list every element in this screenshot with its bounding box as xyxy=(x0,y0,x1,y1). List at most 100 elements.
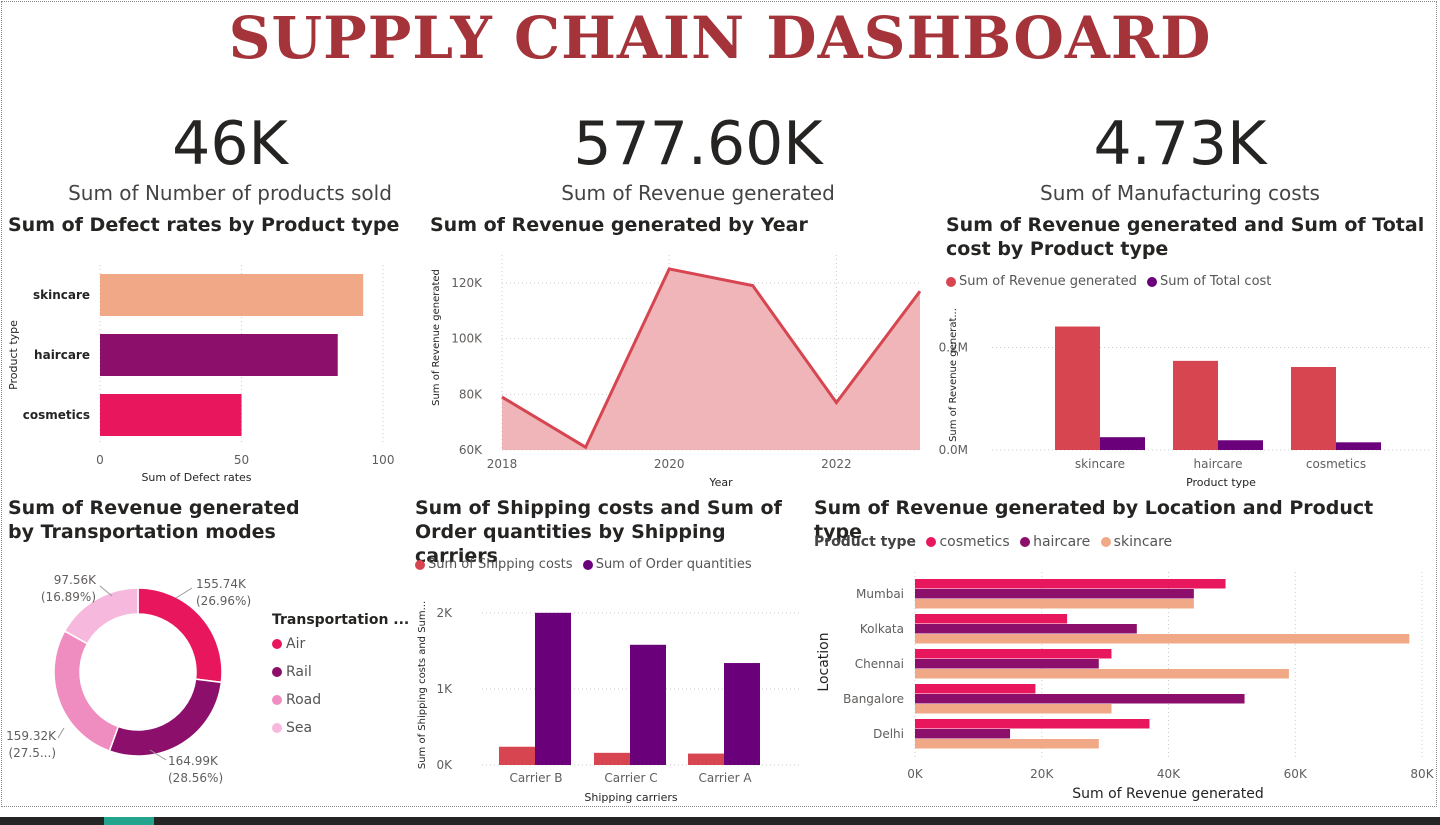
legend-item[interactable]: Air xyxy=(272,636,409,664)
area-line[interactable] xyxy=(501,267,922,450)
chart-location[interactable]: 0K 20K 40K 60K 80K Mumbai Kolkata Chennai Bangal… xyxy=(810,560,1435,805)
kpi-value: 4.73K xyxy=(1093,109,1267,179)
page-tab-bar xyxy=(0,817,1440,825)
y-tick-label: 1K xyxy=(436,682,453,696)
bar-haircare-cost[interactable] xyxy=(1218,440,1263,450)
legend-dot xyxy=(1100,537,1111,547)
legend-dot xyxy=(1020,537,1031,547)
bar-cosmetics-revenue[interactable] xyxy=(1291,367,1336,450)
y-axis-title: Sum of Revenue generated xyxy=(431,269,442,406)
chart-shipping[interactable]: 0K 1K 2K Carrier B Carrier C Carrier A Shippin… xyxy=(410,580,810,805)
chart-defect-rates[interactable]: 0 50 100 skincare haircare cosmetics Sum of De… xyxy=(0,250,410,490)
dashboard-title: SUPPLY CHAIN DASHBOARD xyxy=(228,4,1212,72)
legend-label: Road xyxy=(286,692,322,708)
bar-delhi-skincare[interactable] xyxy=(915,739,1099,749)
legend-item[interactable]: Sum of Shipping costs xyxy=(415,557,573,572)
bar-haircare[interactable] xyxy=(100,334,338,376)
y-tick-label: 100K xyxy=(451,332,483,346)
legend-item[interactable]: Sum of Total cost xyxy=(1146,274,1271,289)
chart-revenue-by-year[interactable]: 60K 80K 100K 120K 2018 2020 2022 Year Sum of Rev… xyxy=(425,250,935,490)
bar-cosmetics-cost[interactable] xyxy=(1336,442,1381,450)
chart-transport-donut[interactable]: 155.74K (26.96%) 164.99K (28.56%) 159.32K (27… xyxy=(0,560,270,800)
legend-dot xyxy=(272,695,282,705)
active-page-tab[interactable] xyxy=(104,817,154,825)
donut-slice-sea[interactable] xyxy=(63,587,139,645)
bar-mumbai-cosmetics[interactable] xyxy=(915,579,1226,589)
bar-bangalore-skincare[interactable] xyxy=(915,704,1112,714)
x-tick-label: 2020 xyxy=(654,457,685,471)
y-tick-label: 0K xyxy=(436,758,453,772)
bar-carrier-b-shipping[interactable] xyxy=(499,746,535,765)
bar-carrier-c-shipping[interactable] xyxy=(594,752,630,765)
bar-mumbai-haircare[interactable] xyxy=(915,589,1194,599)
leader-line xyxy=(149,749,167,761)
bar-delhi-haircare[interactable] xyxy=(915,729,1011,739)
x-tick-label: 0K xyxy=(907,767,924,781)
y-axis-title: Location xyxy=(816,632,832,691)
bar-carrier-b-orders[interactable] xyxy=(535,612,571,765)
legend-item[interactable]: skincare xyxy=(1100,534,1173,550)
bar-chennai-haircare[interactable] xyxy=(915,659,1099,669)
bar-kolkata-cosmetics[interactable] xyxy=(915,614,1068,624)
chart-title-defect: Sum of Defect rates by Product type xyxy=(8,214,400,236)
legend-item[interactable]: Road xyxy=(272,692,409,720)
bar-chennai-skincare[interactable] xyxy=(915,669,1289,679)
x-tick-label: 2018 xyxy=(487,457,518,471)
legend-dot xyxy=(272,639,282,649)
bar-cosmetics[interactable] xyxy=(100,394,242,436)
y-tick-label: Delhi xyxy=(873,727,904,741)
legend-location: Product type cosmetics haircare skincare xyxy=(814,534,1178,550)
bar-skincare-revenue[interactable] xyxy=(1055,326,1100,450)
legend-item[interactable]: cosmetics xyxy=(926,534,1010,550)
chart-title-shipping: Sum of Shipping costs and Sum of Order q… xyxy=(415,497,782,567)
x-tick-label: 0 xyxy=(96,453,104,467)
bar-haircare-revenue[interactable] xyxy=(1173,360,1218,450)
bar-skincare[interactable] xyxy=(100,274,364,316)
legend-item[interactable]: Rail xyxy=(272,664,409,692)
legend-item[interactable]: haircare xyxy=(1020,534,1090,550)
data-label-value: 97.56K xyxy=(54,573,97,587)
x-tick-label: 40K xyxy=(1157,767,1181,781)
y-tick-label: Bangalore xyxy=(843,692,904,706)
legend-item[interactable]: Sea xyxy=(272,720,409,748)
bar-carrier-a-shipping[interactable] xyxy=(688,753,724,765)
bar-carrier-a-orders[interactable] xyxy=(724,663,760,765)
bar-mumbai-skincare[interactable] xyxy=(915,599,1194,609)
legend-label: Sum of Order quantities xyxy=(595,557,752,572)
legend-label: Rail xyxy=(286,664,312,680)
y-tick-label: haircare xyxy=(34,348,90,362)
kpi-products-sold[interactable]: 46K Sum of Number of products sold xyxy=(60,112,400,206)
x-tick-label: haircare xyxy=(1194,457,1243,471)
legend-label: cosmetics xyxy=(939,534,1010,550)
donut-slice-road[interactable] xyxy=(53,630,120,752)
bar-skincare-cost[interactable] xyxy=(1100,437,1145,450)
bar-delhi-cosmetics[interactable] xyxy=(915,719,1150,729)
data-label-pct: (26.96%) xyxy=(196,594,251,608)
data-label-pct: (28.56%) xyxy=(168,771,223,785)
legend-dot xyxy=(1146,276,1157,287)
bar-bangalore-haircare[interactable] xyxy=(915,694,1245,704)
bar-chennai-cosmetics[interactable] xyxy=(915,649,1112,659)
area-fill[interactable] xyxy=(502,268,920,450)
kpi-manufacturing-costs[interactable]: 4.73K Sum of Manufacturing costs xyxy=(1010,112,1350,206)
y-tick-label: 60K xyxy=(459,443,483,457)
kpi-value: 577.60K xyxy=(573,109,823,179)
chart-revenue-cost[interactable]: 0.0M 0.2M skincare haircare cosmetics Product… xyxy=(939,295,1435,490)
y-tick-label: 2K xyxy=(436,606,453,620)
kpi-label: Sum of Manufacturing costs xyxy=(1040,181,1320,205)
bar-kolkata-haircare[interactable] xyxy=(915,624,1137,634)
kpi-label: Sum of Number of products sold xyxy=(68,181,392,205)
donut-slice-rail[interactable] xyxy=(108,678,223,757)
bar-kolkata-skincare[interactable] xyxy=(915,634,1410,644)
dashboard-frame xyxy=(1,1,1437,807)
chart-title-transport: Sum of Revenue generated by Transportati… xyxy=(8,497,300,543)
kpi-value: 46K xyxy=(172,109,288,179)
legend-item[interactable]: Sum of Revenue generated xyxy=(946,274,1137,289)
bar-bangalore-cosmetics[interactable] xyxy=(915,684,1036,694)
legend-item[interactable]: Sum of Order quantities xyxy=(582,557,752,572)
chart-title-revenue-cost: Sum of Revenue generated and Sum of Tota… xyxy=(946,214,1425,260)
kpi-revenue[interactable]: 577.60K Sum of Revenue generated xyxy=(528,112,868,206)
y-tick-label: Kolkata xyxy=(860,622,904,636)
legend-label: skincare xyxy=(1113,534,1173,550)
bar-carrier-c-orders[interactable] xyxy=(630,644,666,765)
